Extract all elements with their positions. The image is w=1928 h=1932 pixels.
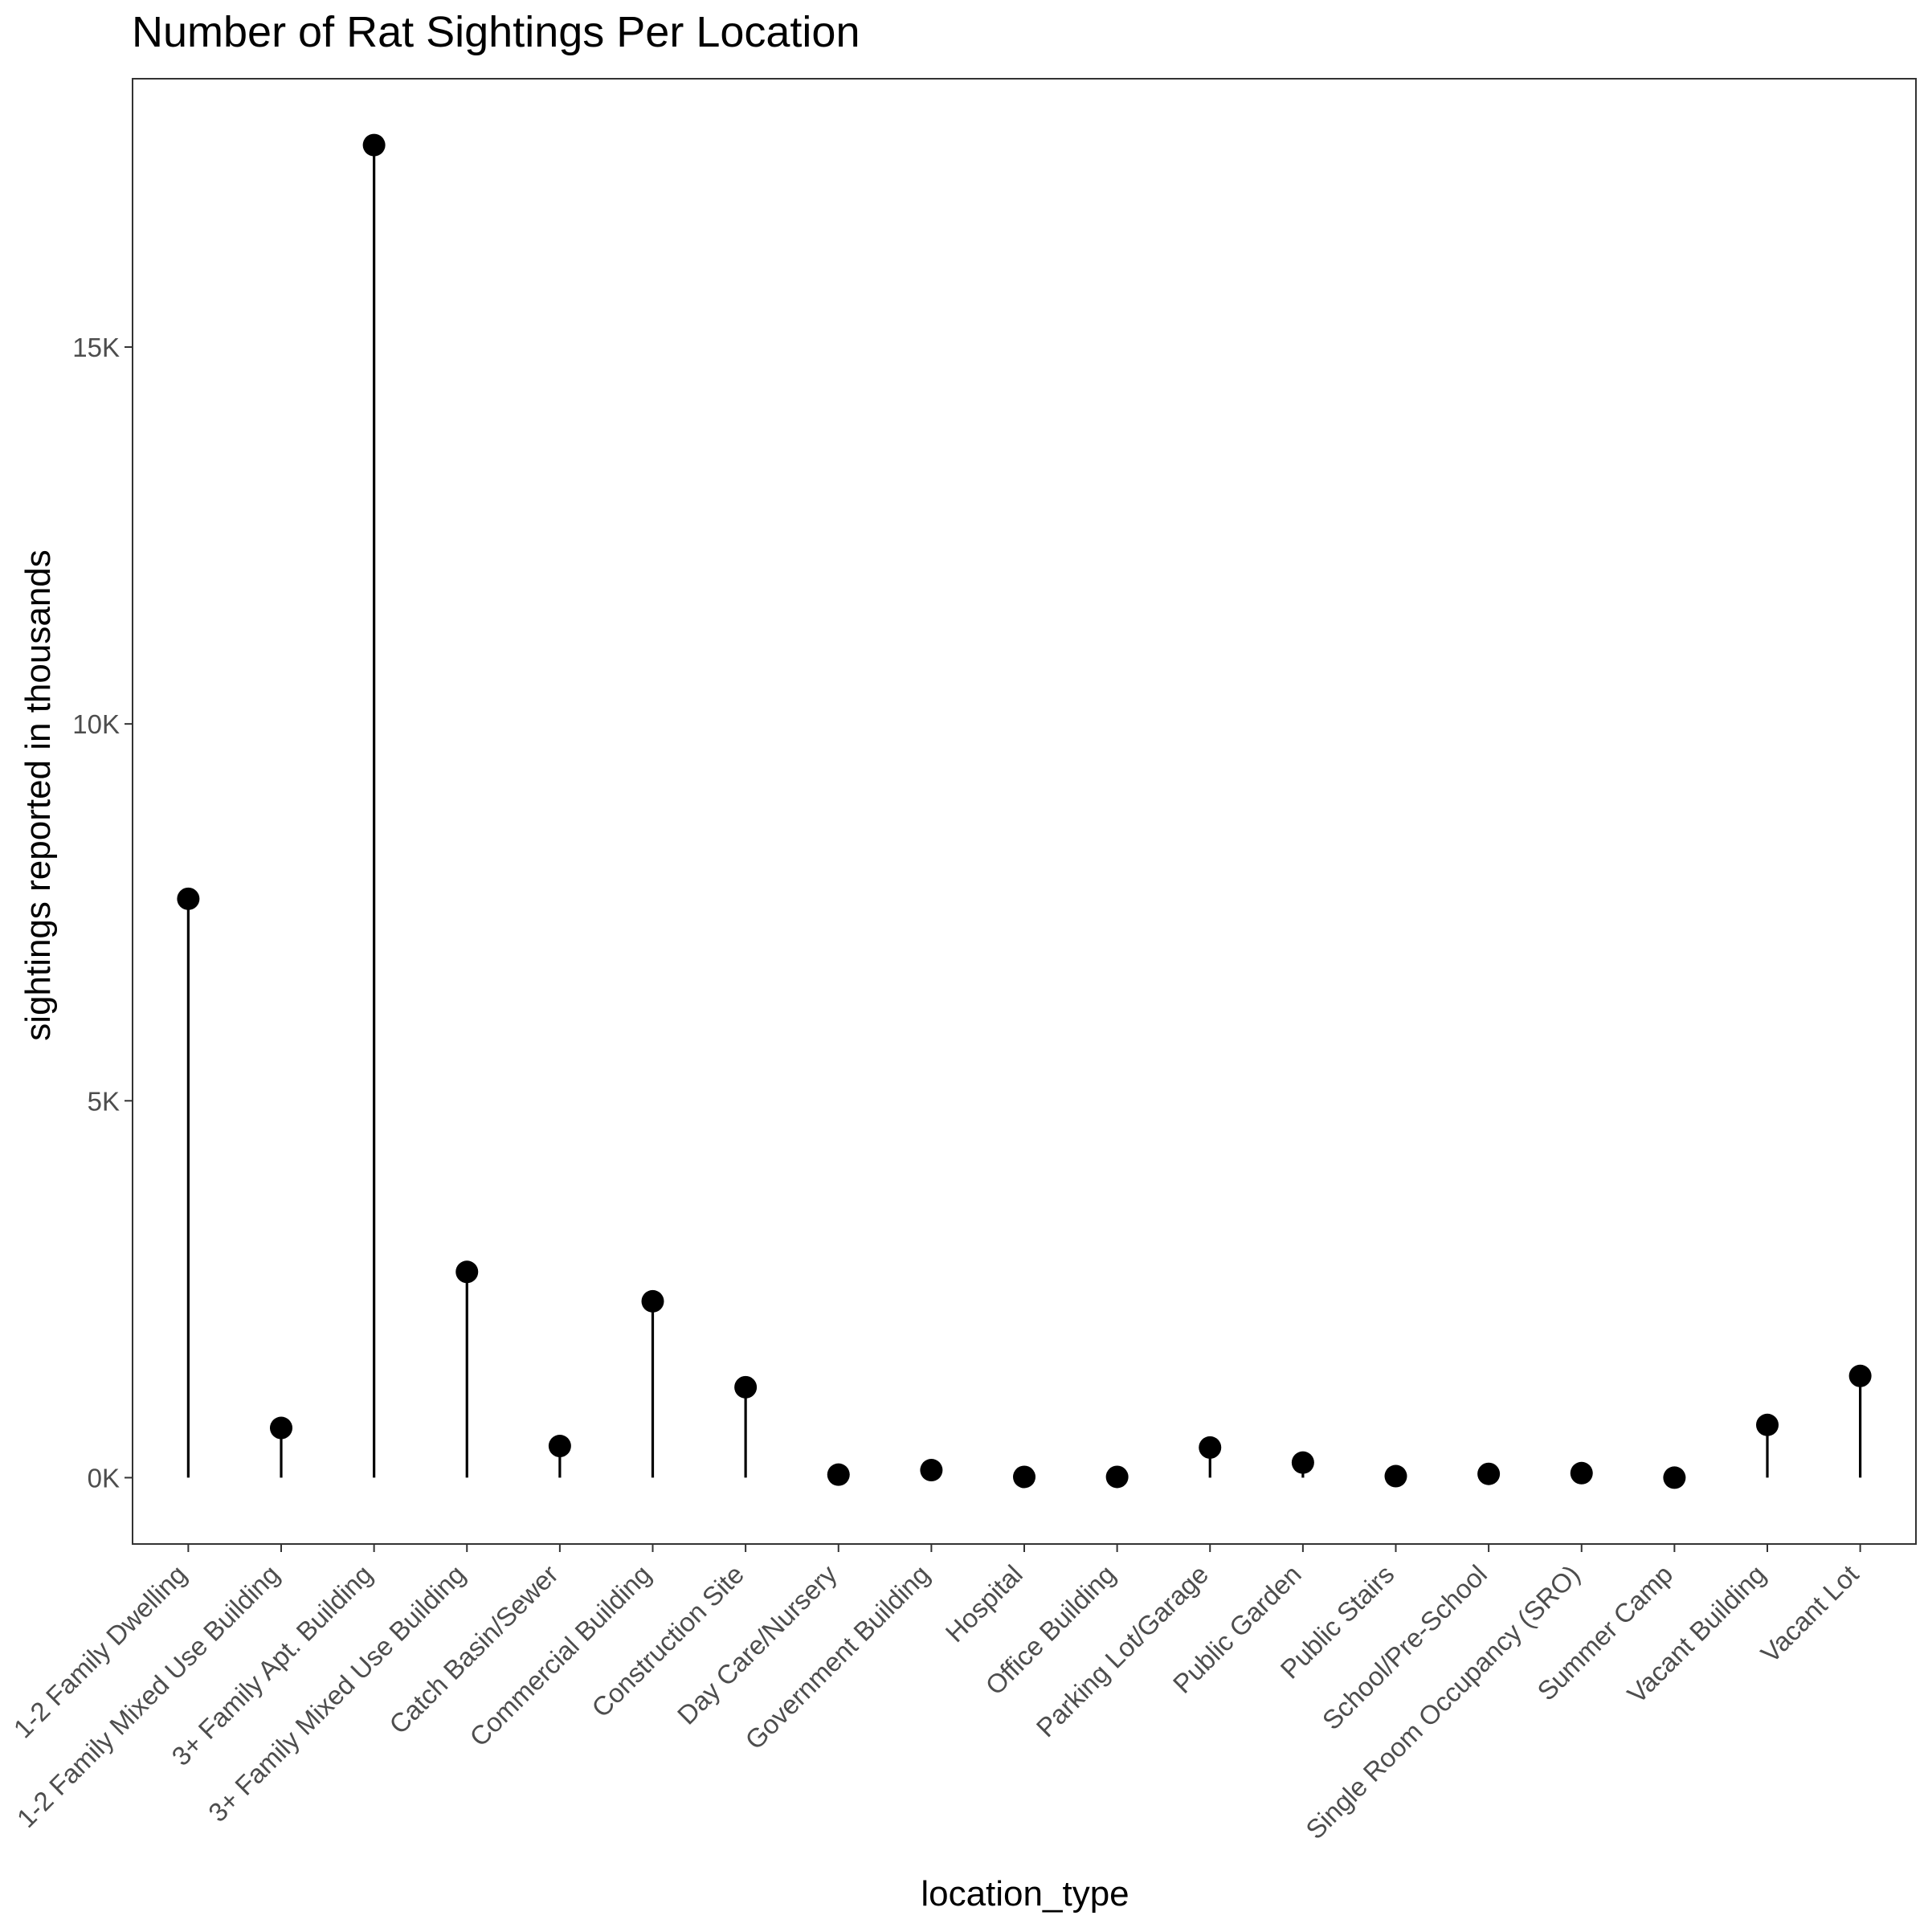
lollipop-point [362,133,386,157]
lollipop-point [1477,1462,1501,1485]
y-axis: 0K 5K 10K 15K [72,333,133,1493]
x-tick-label: 1-2 Family Dwelling [8,1559,193,1744]
lollipop-point [1013,1465,1035,1489]
plot-panel [132,78,1917,1545]
lollipop-point [177,887,200,910]
lollipop-point [455,1260,479,1284]
x-tick-label: Day Care/Nursery [672,1558,843,1730]
lollipop-point [1848,1364,1872,1387]
lollipop-point [641,1289,664,1313]
y-tick-label: 15K [72,333,120,362]
x-tick-label: Commercial Building [464,1559,656,1752]
lollipop-point [1199,1436,1222,1459]
x-tick-label: School/Pre-School [1317,1559,1493,1735]
y-tick-label: 10K [72,709,120,739]
lollipop-point [1570,1461,1593,1485]
x-tick-label: Parking Lot/Garage [1031,1559,1215,1743]
lollipop-point [1105,1465,1129,1489]
x-tick-label: Hospital [939,1559,1027,1648]
lollipop-point [548,1435,571,1458]
y-axis-title: sightings reported in thousands [18,549,58,1041]
lollipop-point [270,1416,292,1440]
lollipop-point [1756,1413,1779,1436]
x-tick-label: Government Building [739,1559,935,1755]
lollipop-point [827,1463,850,1486]
lollipop-point [1663,1466,1686,1489]
y-tick-label: 0K [88,1463,120,1493]
x-tick-label: Vacant Lot [1755,1559,1865,1669]
lollipop-point [920,1459,943,1482]
lollipop-point [1291,1451,1314,1474]
x-tick-label: Catch Basin/Sewer [383,1559,564,1740]
lollipop-point [1384,1464,1407,1488]
y-tick-label: 5K [88,1086,120,1116]
lollipop-point [734,1375,758,1399]
chart-title: Number of Rat Sightings Per Location [132,8,860,56]
x-axis-title: location_type [921,1874,1129,1914]
data-marks [177,133,1872,1489]
